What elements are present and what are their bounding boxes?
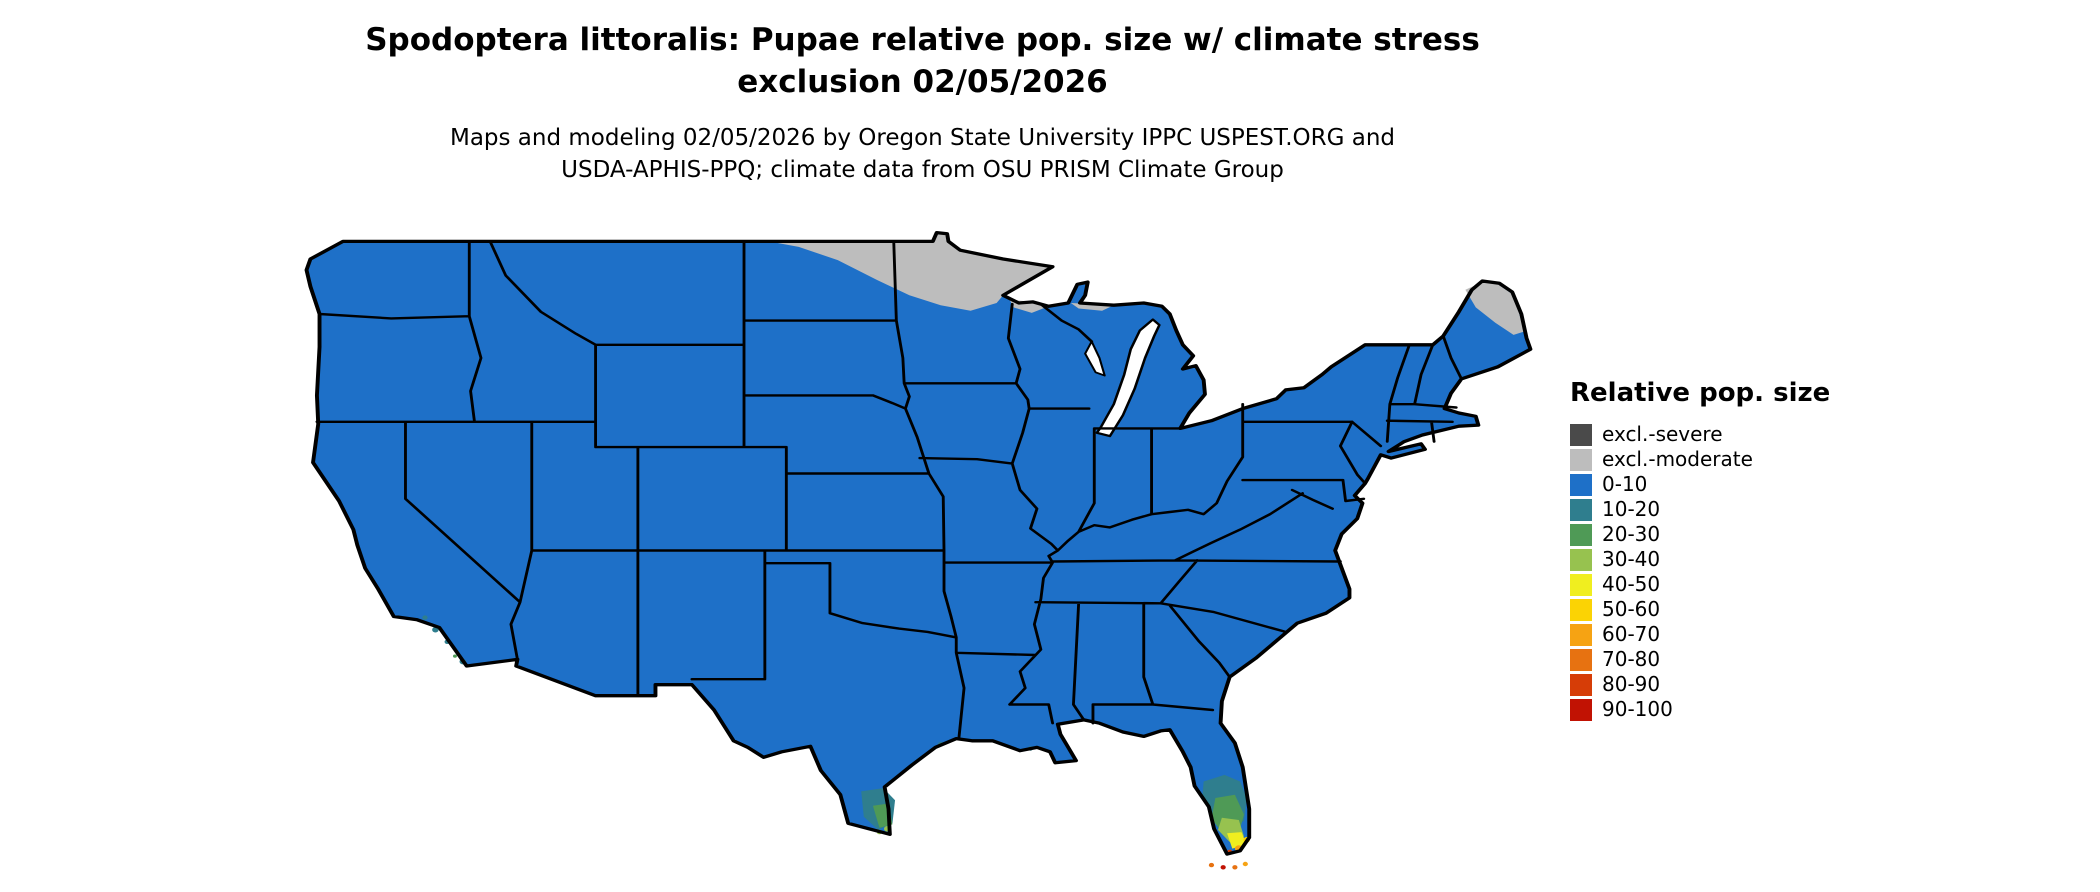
legend-label: 0-10 bbox=[1602, 472, 1648, 496]
legend-item: 70-80 bbox=[1570, 647, 1870, 672]
population-dot-keys-60-70 bbox=[1242, 861, 1248, 867]
legend-label: excl.-severe bbox=[1602, 422, 1723, 446]
legend-item: excl.-moderate bbox=[1570, 447, 1870, 472]
population-patch-florida-40-50 bbox=[1227, 832, 1247, 849]
legend-swatch bbox=[1570, 523, 1592, 546]
green-bay bbox=[1084, 340, 1106, 377]
legend-item: excl.-severe bbox=[1570, 422, 1870, 447]
legend-swatch bbox=[1570, 623, 1592, 646]
exclusion-moderate-region-north bbox=[768, 232, 1053, 311]
legend-label: 50-60 bbox=[1602, 597, 1661, 621]
legend-swatch bbox=[1570, 648, 1592, 671]
state-borders bbox=[315, 240, 1463, 740]
map-panel bbox=[300, 226, 1550, 886]
page-title: Spodoptera littoralis: Pupae relative po… bbox=[0, 20, 1845, 104]
legend-label: 10-20 bbox=[1602, 497, 1661, 521]
legend-swatch bbox=[1570, 573, 1592, 596]
population-dot-keys-70-80 bbox=[1232, 865, 1238, 870]
title-line-2: exclusion 02/05/2026 bbox=[737, 63, 1108, 100]
us-land bbox=[306, 232, 1531, 855]
legend-item: 0-10 bbox=[1570, 472, 1870, 497]
legend-swatch bbox=[1570, 698, 1592, 721]
legend-label: 90-100 bbox=[1602, 697, 1673, 721]
legend: Relative pop. size excl.-severe excl.-mo… bbox=[1570, 378, 1870, 722]
legend-item: 20-30 bbox=[1570, 522, 1870, 547]
legend-item: 60-70 bbox=[1570, 622, 1870, 647]
subtitle: Maps and modeling 02/05/2026 by Oregon S… bbox=[0, 122, 1845, 186]
legend-item: 80-90 bbox=[1570, 672, 1870, 697]
legend-label: 30-40 bbox=[1602, 547, 1661, 571]
us-outline bbox=[304, 230, 1533, 856]
subtitle-line-2: USDA-APHIS-PPQ; climate data from OSU PR… bbox=[561, 157, 1284, 184]
legend-swatch bbox=[1570, 423, 1592, 446]
legend-label: 70-80 bbox=[1602, 647, 1661, 671]
legend-title: Relative pop. size bbox=[1570, 378, 1831, 408]
population-dot-california-10-20 bbox=[422, 615, 428, 620]
legend-label: 60-70 bbox=[1602, 622, 1661, 646]
lake-michigan bbox=[1095, 318, 1161, 438]
legend-swatch bbox=[1570, 673, 1592, 696]
title-line-1: Spodoptera littoralis: Pupae relative po… bbox=[365, 22, 1480, 58]
population-dot-keys-90-100 bbox=[1220, 865, 1226, 870]
legend-swatch bbox=[1570, 598, 1592, 621]
legend-label: 20-30 bbox=[1602, 522, 1661, 546]
legend-item: 10-20 bbox=[1570, 497, 1870, 522]
legend-item: 30-40 bbox=[1570, 547, 1870, 572]
legend-swatch bbox=[1570, 473, 1592, 496]
legend-label: 40-50 bbox=[1602, 572, 1661, 596]
legend-item: 50-60 bbox=[1570, 597, 1870, 622]
legend-swatch bbox=[1570, 548, 1592, 571]
legend-swatch bbox=[1570, 448, 1592, 471]
population-dot-california-20-30 bbox=[452, 654, 457, 658]
population-dot-keys-70-80 bbox=[1208, 862, 1215, 868]
legend-swatch bbox=[1570, 498, 1592, 521]
legend-label: excl.-moderate bbox=[1602, 447, 1753, 471]
legend-item: 40-50 bbox=[1570, 572, 1870, 597]
legend-label: 80-90 bbox=[1602, 672, 1661, 696]
us-map-svg bbox=[304, 230, 1533, 870]
subtitle-line-1: Maps and modeling 02/05/2026 by Oregon S… bbox=[449, 125, 1396, 151]
exclusion-moderate-region-maine bbox=[1465, 282, 1524, 335]
legend-item: 90-100 bbox=[1570, 697, 1870, 722]
